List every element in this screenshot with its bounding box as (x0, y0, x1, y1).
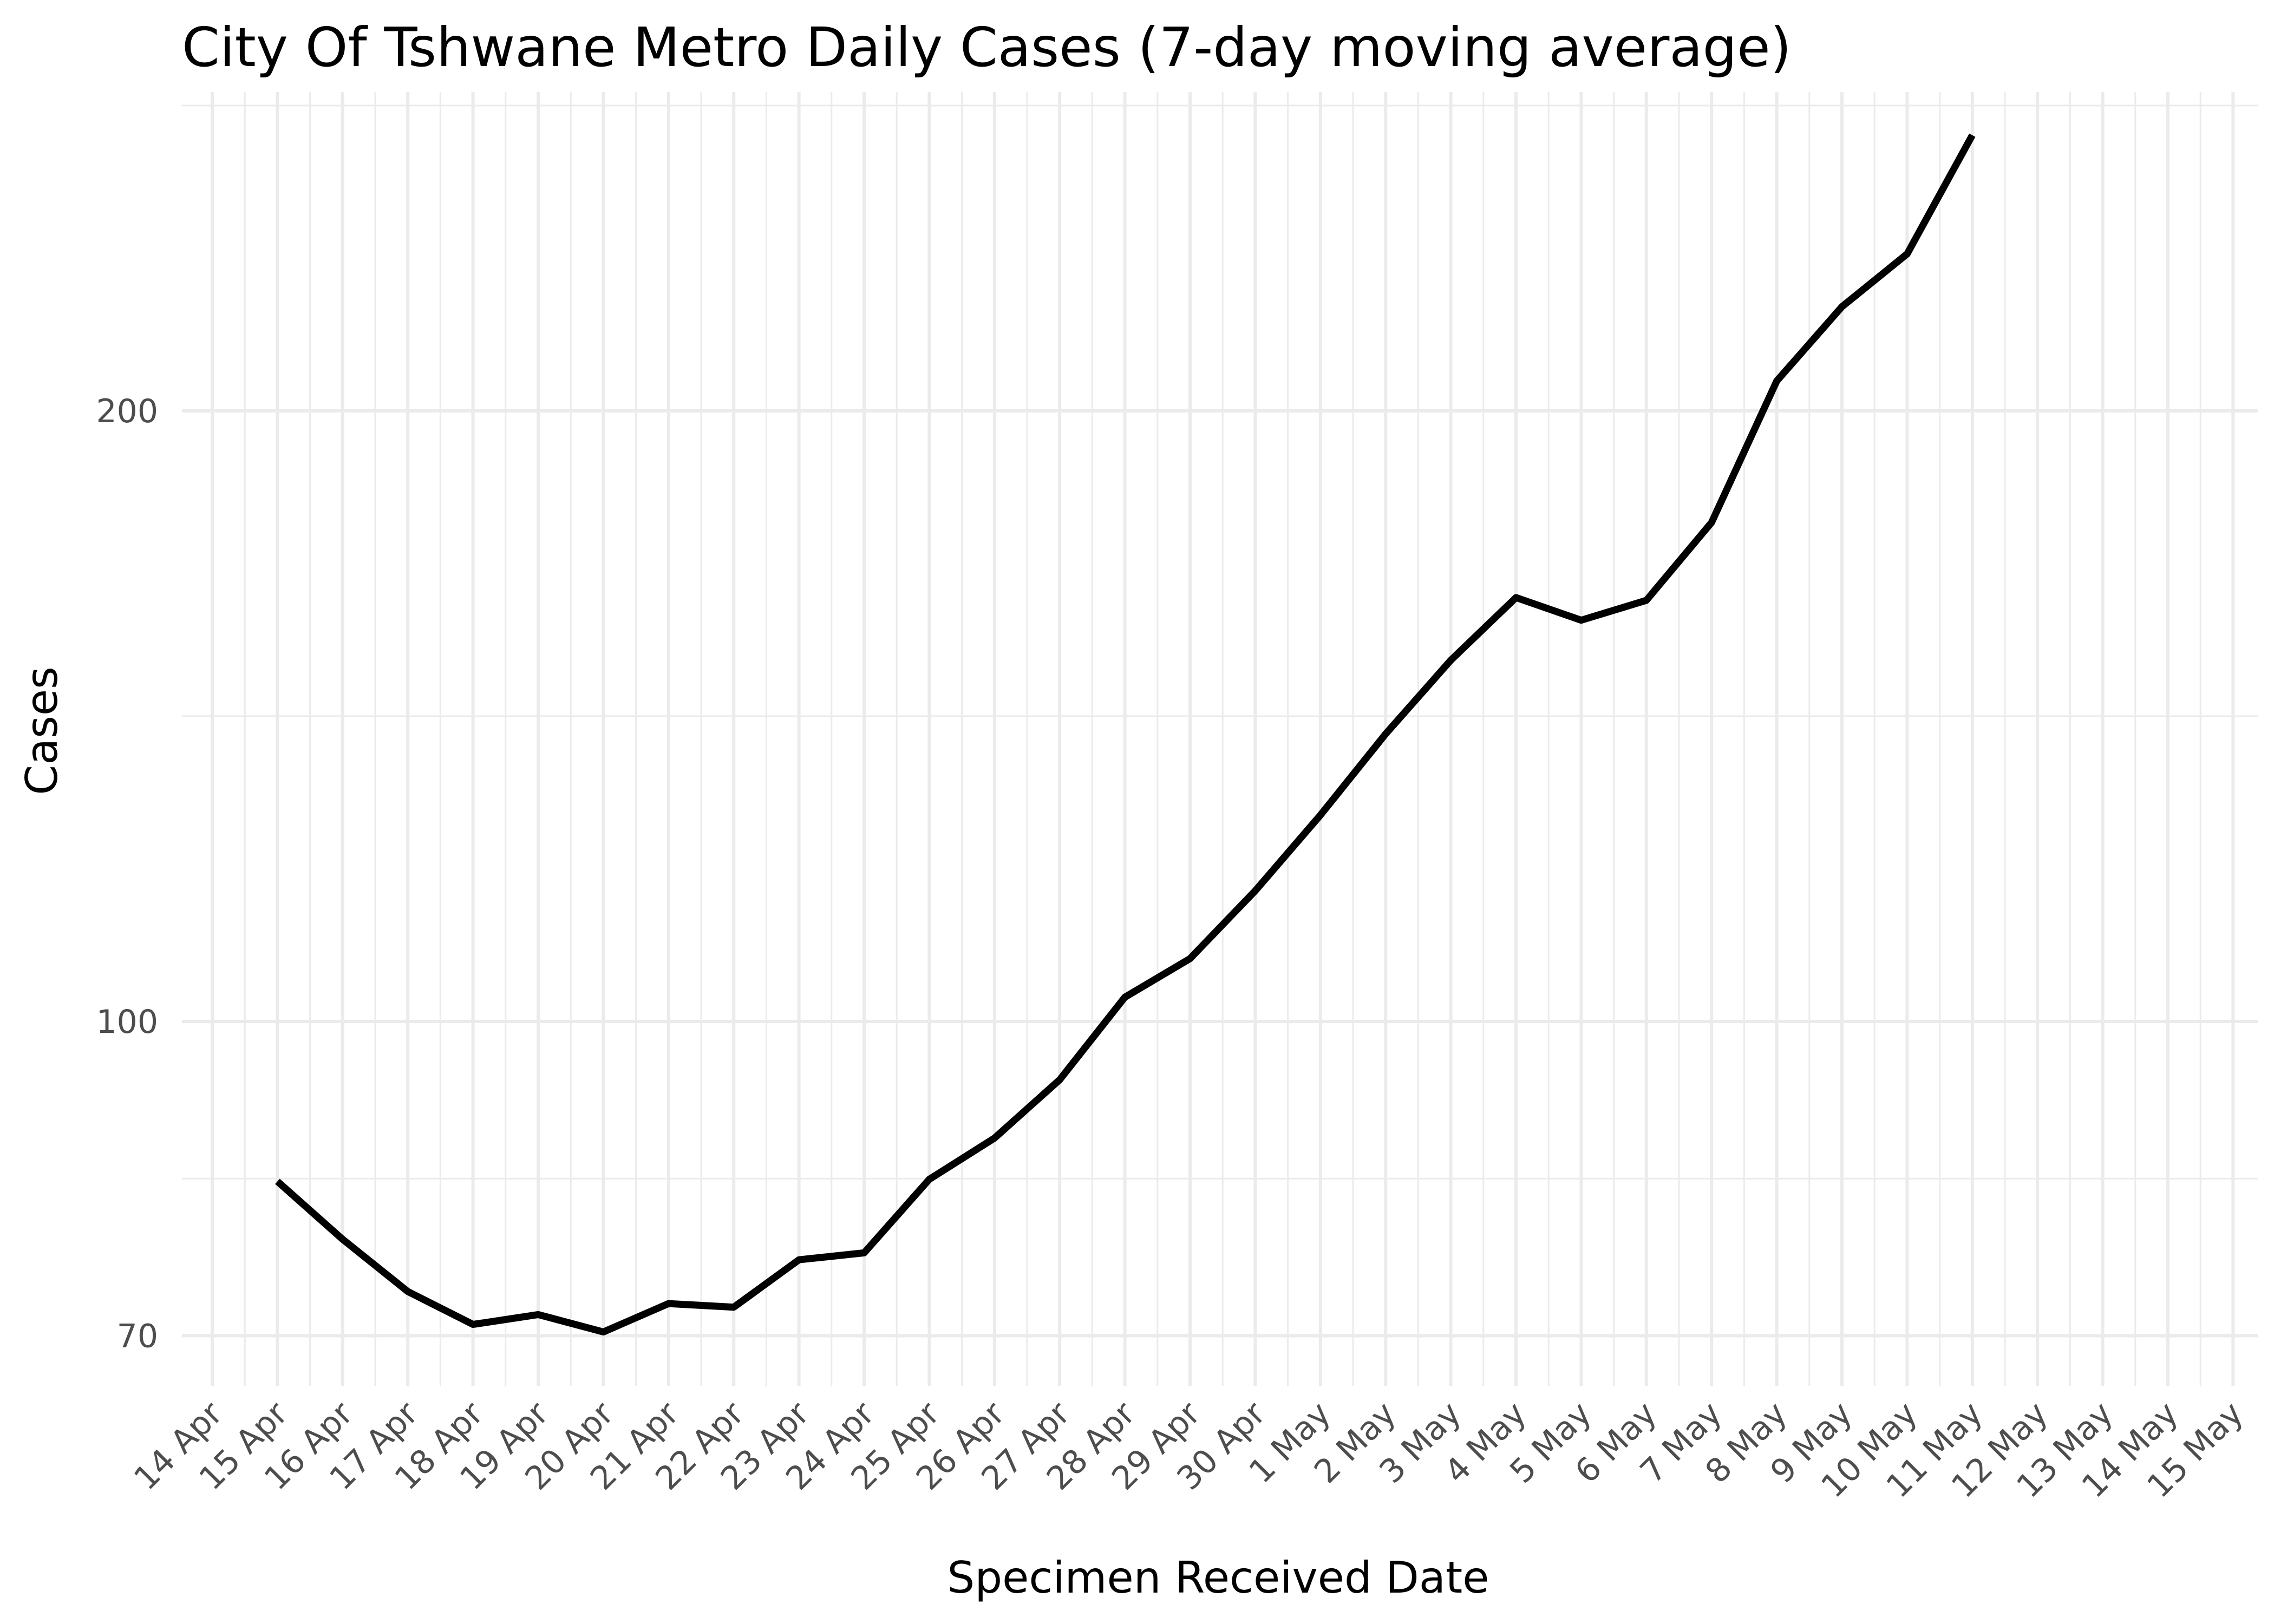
y-axis-title: Cases (17, 666, 67, 795)
x-axis-title: Specimen Received Date (948, 1553, 1489, 1603)
data-line-layer (275, 133, 1976, 1335)
series-line (275, 133, 1976, 1335)
y-tick-label: 200 (96, 392, 158, 430)
y-axis-ticks: 70 100 200 (96, 392, 158, 1355)
grid (182, 92, 2258, 1386)
chart-title: City Of Tshwane Metro Daily Cases (7-day… (182, 16, 1792, 79)
y-tick-label: 100 (96, 1003, 158, 1041)
y-tick-label: 70 (117, 1317, 158, 1355)
